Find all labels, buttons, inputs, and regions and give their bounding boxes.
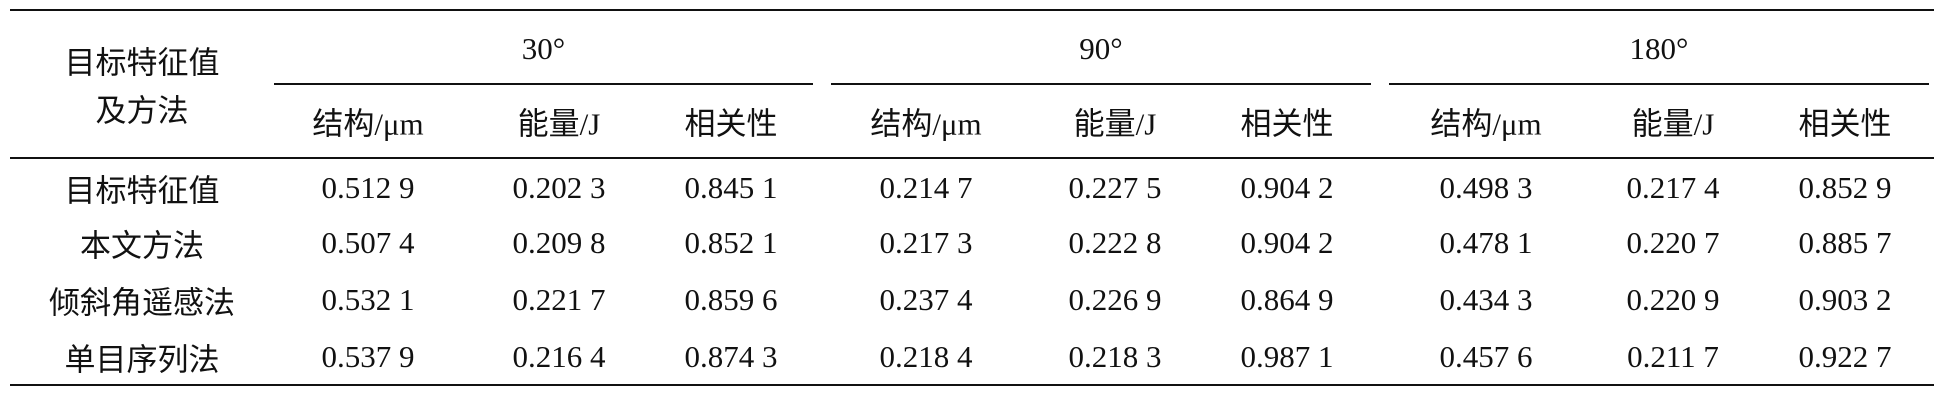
group-rule [1389, 83, 1929, 85]
group-header: 180° [1629, 31, 1689, 66]
column-header: 能量/J [517, 106, 601, 142]
bottom-rule [10, 384, 1934, 386]
cell: 0.218 4 [879, 339, 973, 374]
cell: 0.220 7 [1626, 225, 1720, 260]
column-header: 能量/J [1631, 106, 1715, 142]
header-rule [10, 157, 1934, 159]
row-header: 目标特征值 [64, 45, 220, 81]
column-header: 相关性 [1798, 106, 1892, 142]
column-header: 能量/J [1073, 106, 1157, 142]
column-header: 结构/μm [1430, 106, 1542, 142]
column-header: 结构/μm [870, 106, 982, 142]
cell: 0.864 9 [1240, 282, 1334, 317]
cell: 0.218 3 [1068, 339, 1162, 374]
group-rule [274, 83, 813, 85]
cell: 0.214 7 [879, 170, 973, 205]
cell: 0.217 3 [879, 225, 973, 260]
cell: 0.512 9 [321, 170, 415, 205]
cell: 0.874 3 [684, 339, 778, 374]
cell: 0.457 6 [1439, 339, 1533, 374]
group-header: 90° [1079, 31, 1123, 66]
cell: 0.222 8 [1068, 225, 1162, 260]
cell: 0.903 2 [1798, 282, 1892, 317]
cell: 0.202 3 [512, 170, 606, 205]
cell: 0.885 7 [1798, 225, 1892, 260]
top-rule [10, 9, 1934, 11]
cell: 0.498 3 [1439, 170, 1533, 205]
cell: 0.859 6 [684, 282, 778, 317]
cell: 0.852 1 [684, 225, 778, 260]
cell: 0.845 1 [684, 170, 778, 205]
cell: 0.216 4 [512, 339, 606, 374]
cell: 0.220 9 [1626, 282, 1720, 317]
cell: 0.852 9 [1798, 170, 1892, 205]
group-header: 30° [521, 31, 566, 66]
column-header: 相关性 [684, 106, 778, 142]
cell: 0.922 7 [1798, 339, 1892, 374]
cell: 0.217 4 [1626, 170, 1720, 205]
cell: 0.211 7 [1627, 339, 1719, 374]
cell: 0.221 7 [512, 282, 606, 317]
cell: 0.237 4 [879, 282, 973, 317]
cell: 0.226 9 [1068, 282, 1162, 317]
cell: 0.227 5 [1068, 170, 1162, 205]
row-label: 倾斜角遥感法 [49, 285, 235, 321]
cell: 0.987 1 [1240, 339, 1334, 374]
group-rule [831, 83, 1371, 85]
row-label: 本文方法 [80, 228, 204, 264]
cell: 0.478 1 [1439, 225, 1533, 260]
row-label: 单目序列法 [64, 342, 220, 378]
cell: 0.904 2 [1240, 225, 1334, 260]
cell: 0.434 3 [1439, 282, 1533, 317]
row-label: 目标特征值 [64, 173, 220, 209]
cell: 0.904 2 [1240, 170, 1334, 205]
column-header: 结构/μm [312, 106, 424, 142]
cell: 0.507 4 [321, 225, 415, 260]
row-header: 及方法 [95, 93, 189, 129]
column-header: 相关性 [1240, 106, 1334, 142]
cell: 0.209 8 [512, 225, 606, 260]
cell: 0.532 1 [321, 282, 415, 317]
cell: 0.537 9 [321, 339, 415, 374]
